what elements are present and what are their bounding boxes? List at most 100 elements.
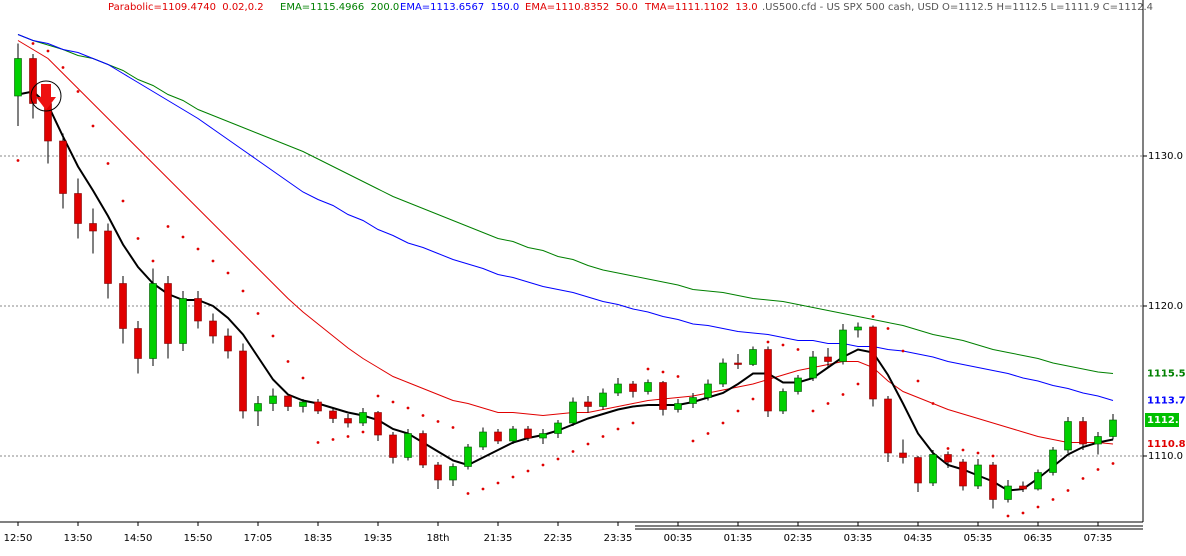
indicator-line (17, 34, 1114, 401)
sar-dot (61, 66, 65, 69)
candle-body (869, 326, 877, 400)
x-tick-label: 07:35 (1084, 533, 1113, 544)
sar-dot (586, 442, 590, 446)
candle-body (179, 298, 187, 344)
sar-dot (391, 400, 395, 404)
candle-body (689, 397, 697, 404)
legend-entry: EMA=1115.4966 200.0 (280, 2, 399, 13)
candle-body (134, 328, 142, 359)
candle-body (404, 433, 412, 458)
sar-dot (496, 481, 500, 485)
sar-dot (751, 397, 755, 401)
sar-dot (886, 327, 890, 330)
sar-dot (136, 237, 140, 240)
x-tick-label: 00:35 (664, 533, 693, 544)
candle-body (599, 392, 607, 407)
sar-dot (601, 435, 605, 438)
sar-dot (616, 427, 620, 431)
sar-dot (346, 435, 350, 438)
candle-body (1094, 436, 1102, 445)
x-tick-label: 19:35 (364, 533, 393, 544)
sar-dot (1111, 462, 1115, 465)
sar-dot (151, 259, 155, 263)
sar-dot (226, 271, 230, 275)
sar-dot (706, 432, 710, 435)
indicator-line (17, 34, 1114, 374)
candle-body (884, 398, 892, 454)
candle-body (989, 464, 997, 500)
candle-body (509, 428, 517, 442)
candle-body (974, 464, 982, 487)
candle-body (284, 395, 292, 407)
sar-dot (811, 409, 815, 413)
candle-body (1019, 485, 1027, 490)
candle-body (194, 298, 202, 322)
candle-body (614, 383, 622, 394)
sar-dot (871, 315, 875, 318)
sar-dot (31, 42, 35, 45)
sar-dot (451, 426, 455, 429)
candle-body (914, 457, 922, 484)
sar-dot (376, 394, 380, 398)
candle-body (254, 403, 262, 412)
x-tick-label: 18:35 (304, 533, 333, 544)
candle-body (464, 446, 472, 467)
y-tick-label: 1120.0 (1148, 301, 1183, 312)
candle-body (809, 356, 817, 379)
candle-body (1034, 472, 1042, 490)
sar-dot (781, 343, 785, 347)
candle-body (944, 454, 952, 463)
sar-dot (76, 90, 80, 93)
grid (0, 155, 1143, 457)
price-tag: 1112.4 (1147, 415, 1186, 426)
legend-entry: EMA=1113.6567 150.0 (400, 2, 519, 13)
x-tick-label: 14:50 (124, 533, 153, 544)
candle-body (824, 356, 832, 362)
sar-dot (466, 492, 470, 495)
x-tick-label: 23:35 (604, 533, 633, 544)
sar-dot (901, 349, 905, 353)
sar-dot (976, 451, 980, 455)
sar-dot (841, 393, 845, 396)
candle-body (419, 433, 427, 466)
sar-dot (691, 439, 695, 443)
candle-body (344, 418, 352, 424)
candle-body (779, 391, 787, 412)
candle-body (14, 58, 22, 97)
candle-body (1064, 421, 1072, 451)
candle-body (359, 412, 367, 424)
signal-circle (30, 80, 62, 112)
parabolic-dots (16, 42, 1115, 518)
candle-body (449, 466, 457, 481)
candle-body (329, 410, 337, 419)
sar-dot (661, 370, 665, 374)
x-tick-label: 04:35 (904, 533, 933, 544)
candle-body (584, 401, 592, 407)
legend-entry: TMA=1111.1102 13.0 (644, 2, 758, 13)
sar-dot (211, 259, 215, 263)
sar-dot (571, 450, 575, 453)
x-tick-label: 17:05 (244, 533, 273, 544)
sar-dot (931, 402, 935, 405)
candle-body (839, 329, 847, 362)
candles (14, 43, 1117, 509)
axes: 1110.0 1120.0 1130.0 12:50 13:50 14:50 15:50 17… (4, 151, 1186, 544)
sar-dot (526, 469, 530, 473)
x-tick-label: 18th (427, 533, 450, 544)
sar-dot (481, 487, 485, 491)
sar-dot (991, 454, 995, 458)
sar-dot (736, 409, 740, 413)
sar-dot (331, 438, 335, 441)
candle-body (959, 461, 967, 487)
sar-dot (181, 235, 185, 239)
candle-body (104, 230, 112, 284)
sar-dot (166, 225, 170, 228)
sar-dot (676, 375, 680, 378)
sar-dot (1021, 511, 1025, 515)
sar-dot (91, 124, 95, 128)
legend-entry: EMA=1110.8352 50.0 (525, 2, 638, 13)
sar-dot (856, 382, 860, 386)
sar-dot (721, 421, 725, 425)
candle-body (59, 140, 67, 194)
candle-body (524, 428, 532, 439)
